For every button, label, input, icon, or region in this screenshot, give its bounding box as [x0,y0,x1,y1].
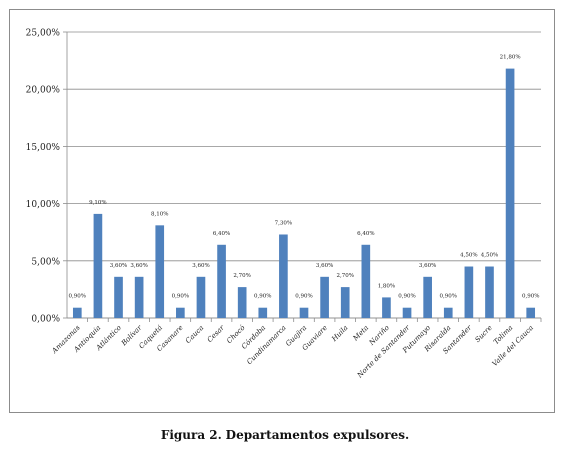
bar [526,307,536,318]
x-tick-label: Huila [330,324,350,344]
data-label: 7,30% [275,220,292,226]
data-label: 8,10% [151,211,168,217]
bar [382,297,391,318]
data-label: 3,60% [316,263,333,269]
bar [423,276,432,318]
data-label: 4,50% [481,253,498,259]
bar [258,307,268,318]
data-label: 3,60% [192,263,209,269]
data-label: 0,90% [69,294,86,300]
data-label: 0,90% [295,294,312,300]
bar [402,307,412,318]
x-tick-label: Cesar [206,323,227,344]
bar [464,266,474,318]
data-label: 6,40% [213,231,230,237]
bar [155,225,165,318]
data-label: 0,90% [440,294,457,300]
bars [72,68,536,318]
data-label: 2,70% [336,273,353,279]
x-tick-labels: AmazonasAntioquiaAtlánticoBolívarCaquetá… [50,323,535,380]
caption-prefix: Figura 2. [160,428,222,442]
data-label: 0,90% [522,294,539,300]
y-tick-label: 15,00% [26,143,61,153]
figure-caption: Figura 2. Departamentos expulsores. [0,428,570,442]
x-tick-label: Cundinamarca [245,324,287,366]
y-tick-label: 10,00% [26,200,61,210]
data-label: 21,80% [500,55,521,61]
y-tick-label: 0,00% [31,315,60,325]
data-label: 3,60% [419,263,436,269]
data-label: 6,40% [357,231,374,237]
bar [320,276,329,318]
data-label: 1,80% [378,283,395,289]
caption-text: Departamentos expulsores. [225,428,410,442]
bar [237,287,247,318]
data-label: 0,90% [254,294,271,300]
x-tick-label: Meta [351,324,370,343]
data-label: 3,60% [110,263,127,269]
y-tick-label: 25,00% [26,29,61,39]
bar [485,266,494,318]
bar [217,244,226,318]
bar [114,276,123,318]
data-labels: 0,90%9,10%3,60% 3,60%8,10%0,90%3,60%6,40%… [69,55,540,300]
data-label: 0,90% [172,294,189,300]
chart-frame: 0,90% 9,10% 3,60% 3,60% 8,10% 0,90% 3,60% 6,40%… [9,9,555,413]
bar-chart: 0,90%9,10%3,60% 3,60%8,10%0,90%3,60%6,40%… [26,29,542,380]
x-tick-label: Sucre [474,324,494,344]
data-label: 0,90% [398,294,415,300]
bar [196,276,206,318]
bar [93,213,103,318]
bar [72,307,82,318]
data-label: 2,70% [233,273,250,279]
y-tick-label: 20,00% [26,86,61,96]
x-tick-label: Cauca [184,324,205,345]
bar [361,244,371,318]
bar [340,287,350,318]
bar [134,276,144,318]
bar [299,307,309,318]
bar [176,307,185,318]
y-tick-label: 5,00% [31,257,60,267]
bar [279,234,288,318]
data-label: 4,50% [460,253,477,259]
data-label: 9,10% [89,200,106,206]
y-tick-labels: 0,00% 5,00% 10,00% 15,00% 20,00% 25,00% [26,29,61,325]
data-label: 3,60% [130,263,147,269]
bar [505,68,515,318]
bar [443,307,453,318]
